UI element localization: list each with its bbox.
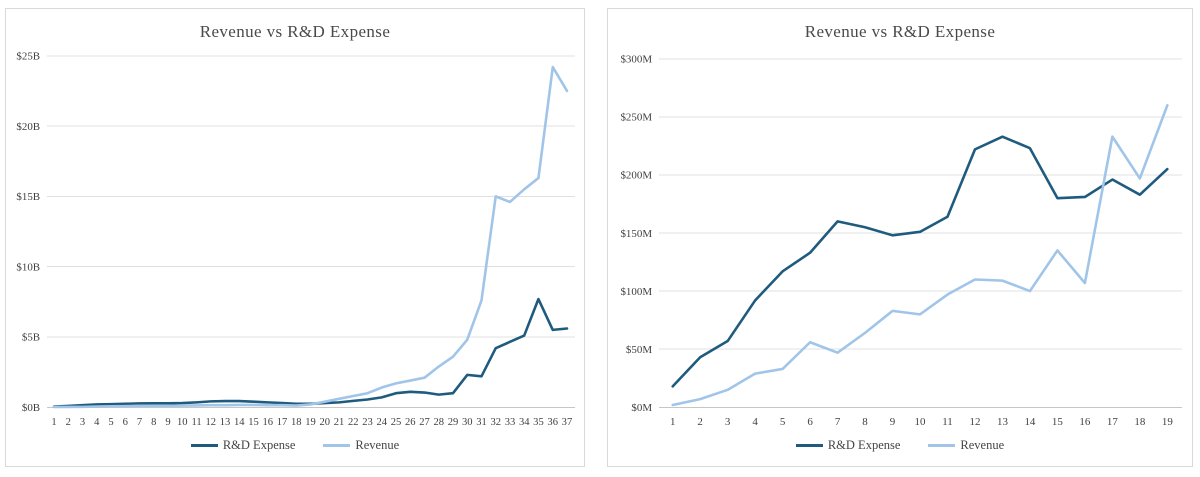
revenue-line <box>52 65 569 409</box>
x-axis-tick-label: 7 <box>835 416 841 428</box>
x-axis-tick-label: 25 <box>391 417 402 428</box>
x-axis-tick-label: 20 <box>319 417 330 428</box>
right-chart-title: Revenue vs R&D Expense <box>804 22 996 41</box>
x-axis-tick-label: 9 <box>165 417 170 428</box>
x-axis-tick-label: 18 <box>1134 416 1145 428</box>
x-axis-tick-label: 1 <box>51 417 56 428</box>
x-axis-tick-label: 12 <box>970 416 981 428</box>
revenue-legend-label: Revenue <box>960 437 1005 452</box>
rd-expense-legend-label: R&D Expense <box>827 437 901 452</box>
x-axis-tick-label: 26 <box>405 417 416 428</box>
x-axis-tick-label: 15 <box>248 417 259 428</box>
x-axis-tick-label: 24 <box>376 417 387 428</box>
y-axis-tick-label: $300M <box>620 54 652 66</box>
x-axis-tick-label: 1 <box>670 416 675 428</box>
legend-item-revenue: Revenue <box>928 438 1004 453</box>
x-axis-tick-label: 15 <box>1052 416 1063 428</box>
y-axis-tick-label: $5B <box>22 332 40 344</box>
revenue-line-swatch <box>323 443 351 447</box>
x-axis-tick-label: 30 <box>462 417 473 428</box>
x-axis-tick-label: 28 <box>433 417 444 428</box>
x-axis-tick-label: 6 <box>807 416 813 428</box>
legend-item-rd-expense: R&D Expense <box>190 437 296 453</box>
x-axis-tick-label: 2 <box>697 416 702 428</box>
x-axis-tick-label: 14 <box>234 417 245 428</box>
legend-item-revenue: Revenue <box>323 438 399 453</box>
x-axis-tick-label: 3 <box>80 417 85 428</box>
x-axis-tick-label: 7 <box>137 417 142 428</box>
revenue-legend-label: Revenue <box>355 437 400 452</box>
revenue-line <box>671 103 1169 407</box>
right-chart-legend: R&D Expense Revenue <box>608 436 1192 454</box>
x-axis-tick-label: 21 <box>334 417 345 428</box>
y-axis-tick-label: $0B <box>22 402 40 414</box>
x-axis-tick-label: 2 <box>66 417 71 428</box>
rd-expense-line-swatch <box>190 443 218 447</box>
x-axis-tick-label: 17 <box>277 417 288 428</box>
x-axis-tick-label: 4 <box>94 417 100 428</box>
x-axis-tick-label: 9 <box>890 416 896 428</box>
x-axis-tick-label: 11 <box>191 417 201 428</box>
y-axis-tick-label: $10B <box>16 261 40 273</box>
x-axis-tick-label: 37 <box>562 417 573 428</box>
y-axis-tick-label: $100M <box>620 286 652 298</box>
x-axis-tick-label: 10 <box>177 417 188 428</box>
x-axis-tick-label: 34 <box>519 417 530 428</box>
x-axis-tick-label: 13 <box>997 416 1008 428</box>
y-axis-tick-label: $250M <box>620 112 652 124</box>
rd-expense-legend-label: R&D Expense <box>222 437 296 452</box>
y-axis-tick-label: $150M <box>620 228 652 240</box>
x-axis-tick-label: 5 <box>108 417 113 428</box>
x-axis-tick-label: 32 <box>490 417 501 428</box>
x-axis-tick-label: 36 <box>547 417 558 428</box>
x-axis-tick-label: 31 <box>476 417 487 428</box>
y-axis-tick-label: $25B <box>16 51 40 63</box>
x-axis-tick-label: 35 <box>533 417 544 428</box>
x-axis-tick-label: 5 <box>780 416 786 428</box>
x-axis-tick-label: 27 <box>419 417 430 428</box>
y-axis-tick-label: $0M <box>631 402 652 414</box>
x-axis-tick-label: 4 <box>752 416 758 428</box>
x-axis-tick-label: 18 <box>291 417 302 428</box>
x-axis-tick-label: 16 <box>1079 416 1090 428</box>
x-axis-tick-label: 14 <box>1024 416 1035 428</box>
y-axis-tick-label: $200M <box>620 170 652 182</box>
x-axis-tick-label: 12 <box>206 417 217 428</box>
x-axis-tick-label: 10 <box>915 416 926 428</box>
x-axis-tick-label: 17 <box>1107 416 1118 428</box>
x-axis-tick-label: 16 <box>262 417 273 428</box>
x-axis-tick-label: 19 <box>1162 416 1173 428</box>
left-chart-legend: R&D Expense Revenue <box>6 436 584 454</box>
x-axis-tick-label: 23 <box>362 417 373 428</box>
x-axis-tick-label: 22 <box>348 417 359 428</box>
x-axis-tick-label: 29 <box>448 417 459 428</box>
x-axis-tick-label: 6 <box>123 417 128 428</box>
r-d-expense-line <box>671 135 1169 388</box>
revenue-line-swatch <box>928 443 956 447</box>
right-chart-card: $0M $50M $100M $150M $200M $250M $300M 1 2 3 4 5 6 7 8… <box>607 8 1193 467</box>
x-axis-tick-label: 33 <box>505 417 516 428</box>
legend-item-rd-expense: R&D Expense <box>795 437 901 453</box>
y-axis-tick-label: $50M <box>626 344 652 356</box>
y-axis-tick-label: $20B <box>16 121 40 133</box>
x-axis-tick-label: 8 <box>862 416 868 428</box>
y-axis-tick-label: $15B <box>16 191 40 203</box>
x-axis-tick-label: 3 <box>725 416 731 428</box>
left-chart-card: $0B $5B $10B $15B $20B $25B 1 2 3 4 5 6 7 8 9 10 11 12 13 1… <box>5 8 585 467</box>
x-axis-tick-label: 13 <box>220 417 231 428</box>
x-axis-tick-label: 11 <box>942 416 953 428</box>
left-chart-title: Revenue vs R&D Expense <box>199 22 391 41</box>
x-axis-tick-label: 19 <box>305 417 316 428</box>
x-axis-tick-label: 8 <box>151 417 156 428</box>
r-d-expense-line <box>52 297 569 408</box>
rd-expense-line-swatch <box>795 443 823 447</box>
